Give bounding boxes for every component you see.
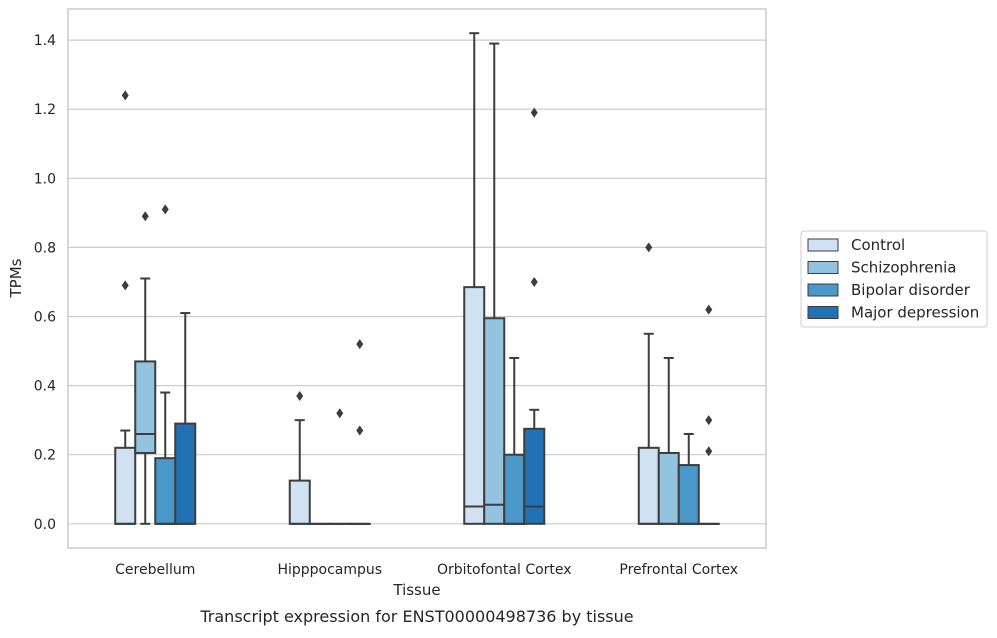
legend-label: Schizophrenia bbox=[851, 259, 956, 277]
y-tick-label: 1.4 bbox=[34, 33, 56, 49]
box-rect bbox=[290, 481, 310, 524]
y-axis-title: TPMs bbox=[7, 258, 25, 298]
legend-swatch bbox=[808, 284, 838, 296]
x-tick-label: Cerebellum bbox=[115, 562, 195, 578]
box-rect bbox=[484, 318, 504, 524]
y-tick-label: 1.0 bbox=[34, 171, 56, 187]
legend-swatch bbox=[808, 239, 838, 251]
box-rect bbox=[659, 453, 679, 524]
legend-swatch bbox=[808, 262, 838, 274]
box-rect bbox=[679, 465, 699, 524]
box-rect bbox=[639, 448, 659, 524]
box-rect bbox=[464, 287, 484, 524]
box-rect bbox=[524, 429, 544, 524]
x-tick-label: Prefrontal Cortex bbox=[619, 562, 738, 578]
y-tick-label: 0.0 bbox=[34, 517, 56, 533]
legend-label: Major depression bbox=[851, 304, 979, 322]
box-rect bbox=[175, 424, 195, 524]
y-tick-label: 0.4 bbox=[34, 379, 56, 395]
box-rect bbox=[115, 448, 135, 524]
y-tick-label: 0.2 bbox=[34, 448, 56, 464]
box-rect bbox=[504, 455, 524, 524]
x-axis-title: Tissue bbox=[392, 581, 440, 599]
legend-swatch bbox=[808, 307, 838, 319]
y-tick-label: 1.2 bbox=[34, 102, 56, 118]
box-rect bbox=[135, 361, 155, 453]
chart-caption: Transcript expression for ENST0000049873… bbox=[199, 607, 633, 626]
legend-label: Control bbox=[851, 236, 905, 254]
y-tick-label: 0.6 bbox=[34, 310, 56, 326]
x-tick-label: Hipppocampus bbox=[277, 562, 382, 578]
y-tick-label: 0.8 bbox=[34, 240, 56, 256]
legend-label: Bipolar disorder bbox=[851, 281, 971, 299]
x-tick-label: Orbitofontal Cortex bbox=[437, 562, 572, 578]
legend: Control Schizophrenia Bipolar disorder Majo… bbox=[801, 231, 987, 327]
box-rect bbox=[155, 458, 175, 524]
